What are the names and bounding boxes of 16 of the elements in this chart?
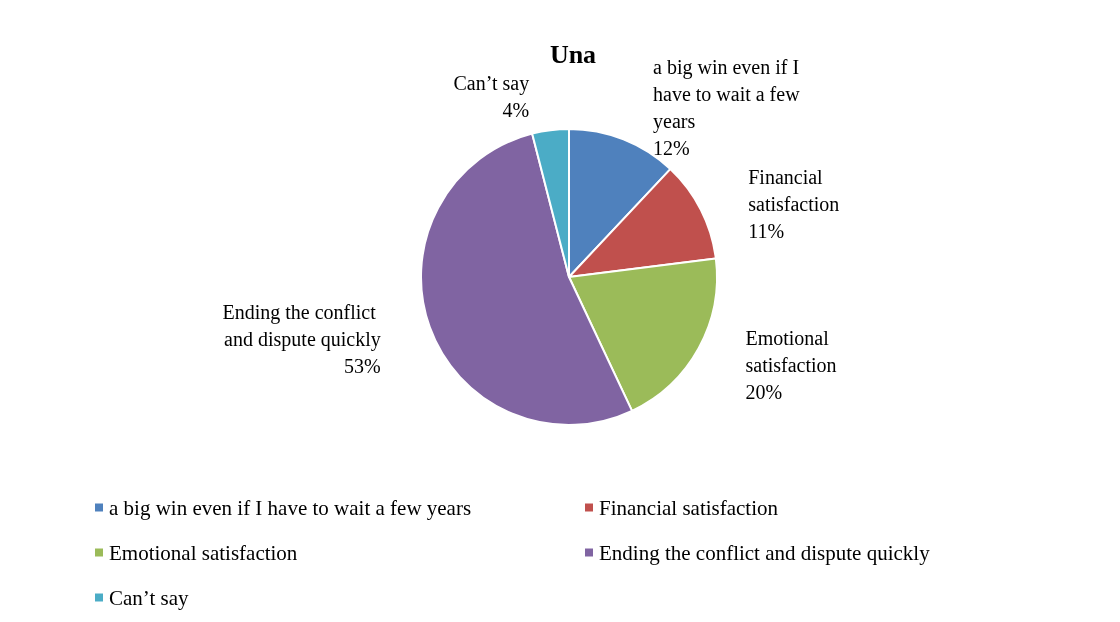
slice-label: Financial satisfaction: [748, 166, 840, 216]
legend-label: Emotional satisfaction: [109, 540, 298, 565]
slice-label: Emotional satisfaction: [745, 326, 837, 376]
chart-title: Una: [549, 39, 597, 69]
data-label: 12%: [653, 137, 690, 160]
legend-label: a big win even if I have to wait a few years: [109, 495, 472, 520]
legend-label: Financial satisfaction: [599, 495, 779, 520]
legend-label: Can’t say: [109, 585, 190, 610]
data-label: 11%: [748, 220, 785, 243]
slice-label: Ending the conflict and dispute quickly: [222, 300, 381, 351]
data-label: 53%: [344, 354, 381, 377]
slice-label: a big win even if I have to wait a few years: [653, 56, 805, 134]
slice-label: Can’t say: [453, 71, 530, 95]
legend-label: Ending the conflict and dispute quickly: [599, 540, 931, 565]
data-label: 20%: [745, 380, 783, 403]
data-label: 4%: [502, 98, 530, 121]
